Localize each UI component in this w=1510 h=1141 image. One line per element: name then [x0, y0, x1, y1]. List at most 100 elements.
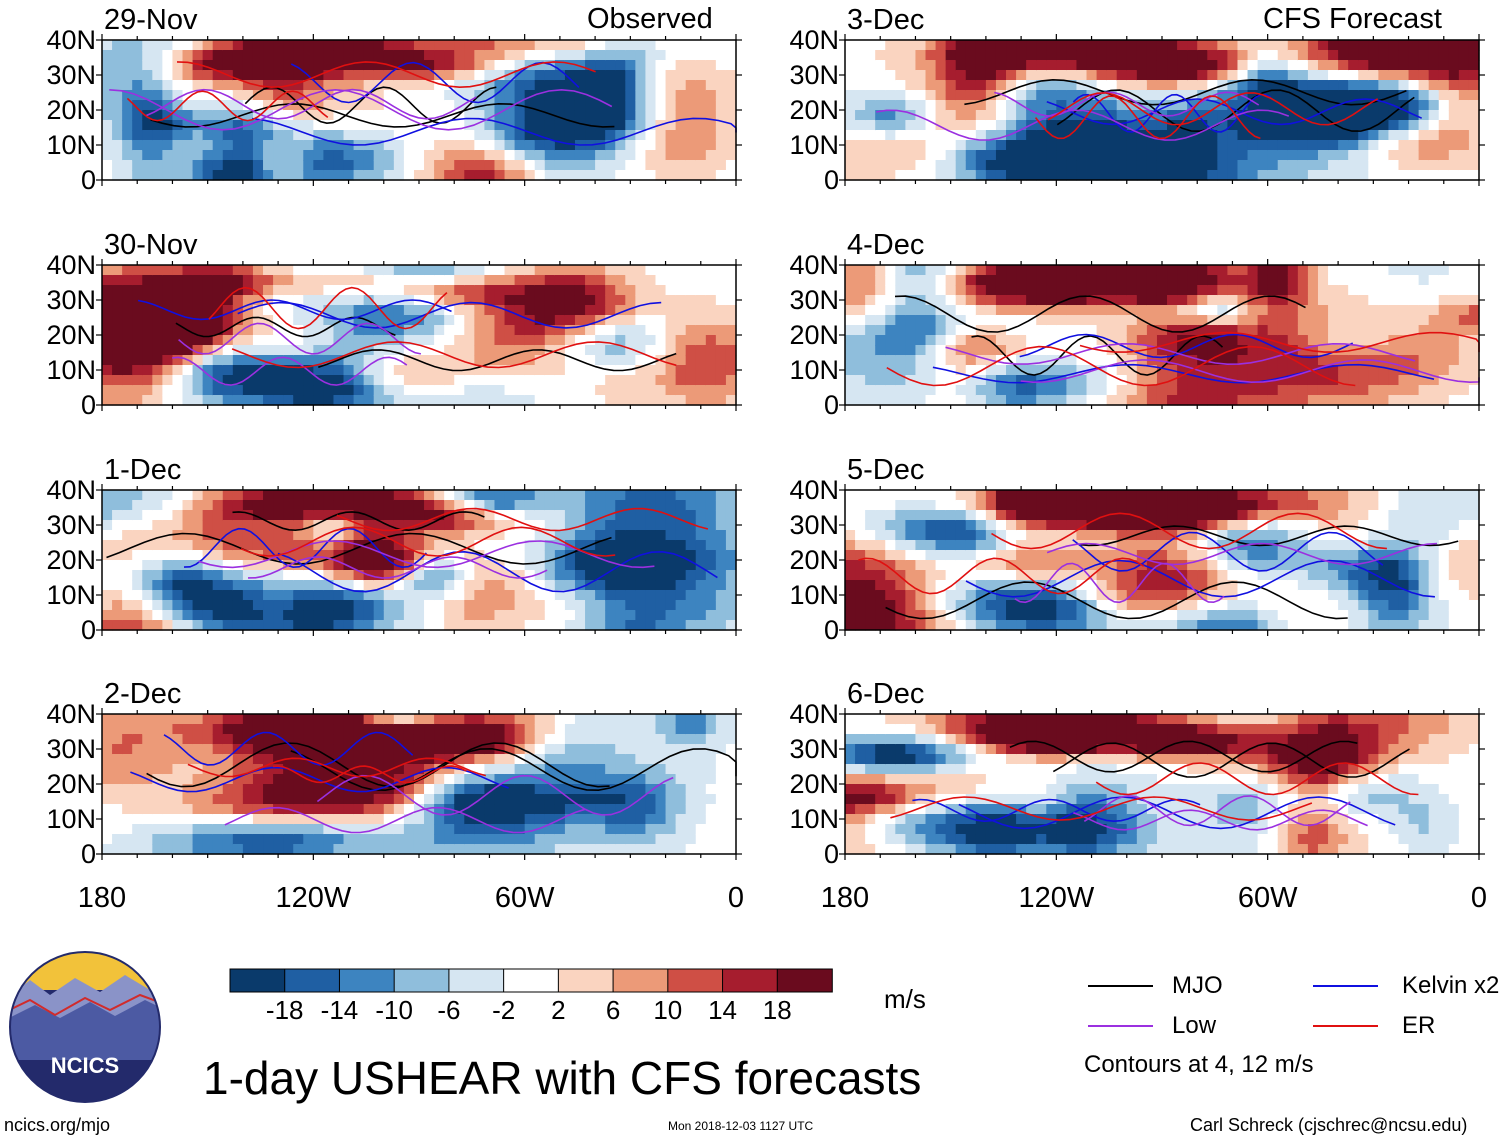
shear-cell [1448, 170, 1460, 181]
shear-cell [313, 150, 324, 161]
shear-cell [434, 580, 445, 591]
shear-cell [1378, 160, 1390, 171]
shear-cell [615, 490, 626, 501]
shear-cell [1287, 150, 1299, 161]
shear-cell [434, 744, 445, 755]
shear-cell [212, 385, 224, 396]
shear-cell [564, 150, 576, 161]
shear-cell [985, 335, 997, 346]
shear-cell [625, 714, 636, 725]
shear-cell [283, 724, 294, 735]
shear-cell [252, 600, 264, 611]
shear-cell [1056, 60, 1067, 71]
shear-cell [855, 335, 866, 346]
shear-cell [424, 90, 435, 101]
shear-cell [313, 834, 324, 845]
shear-cell [655, 520, 667, 531]
shear-cell [975, 285, 987, 296]
shear-cell [102, 70, 113, 81]
shear-cell [855, 265, 866, 276]
shear-cell [293, 90, 304, 101]
shear-cell [685, 794, 697, 805]
shear-cell [675, 490, 687, 501]
shear-cell [222, 580, 234, 591]
shear-cell [273, 724, 284, 735]
shear-cell [544, 804, 556, 815]
shear-cell [403, 275, 415, 286]
shear-cell [504, 365, 516, 376]
shear-cell [1267, 60, 1279, 71]
shear-cell [1368, 80, 1379, 91]
shear-cell [192, 580, 204, 591]
shear-cell [283, 325, 294, 336]
shear-cell [885, 170, 896, 181]
shear-cell [222, 80, 234, 91]
shear-cell [925, 150, 937, 161]
shear-cell [112, 50, 123, 61]
shear-cell [585, 620, 596, 631]
shear-cell [353, 275, 365, 286]
shear-cell [444, 355, 455, 366]
shear-cell [595, 335, 606, 346]
shear-cell [333, 130, 345, 141]
shear-cell [142, 345, 153, 356]
shear-cell [1398, 170, 1410, 181]
shear-cell [102, 50, 113, 61]
shear-cell [1026, 70, 1037, 81]
shear-cell [1046, 365, 1057, 376]
shear-cell [474, 540, 486, 551]
shear-cell [454, 295, 465, 306]
shear-cell [1338, 70, 1349, 81]
shear-cell [1207, 50, 1218, 61]
shear-cell [162, 80, 174, 91]
shear-cell [142, 315, 153, 326]
shear-cell [434, 100, 445, 111]
shear-cell [564, 395, 576, 406]
shear-cell [685, 714, 697, 725]
shear-cell [373, 540, 385, 551]
shear-cell [665, 600, 677, 611]
shear-cell [363, 355, 375, 366]
shear-cell [625, 150, 636, 161]
shear-cell [655, 714, 667, 725]
shear-cell [655, 90, 667, 101]
shear-cell [725, 120, 737, 131]
shear-cell [715, 834, 727, 845]
shear-cell [595, 744, 606, 755]
shear-cell [635, 610, 647, 621]
shear-cell [605, 345, 616, 356]
shear-cell [484, 550, 496, 561]
shear-cell [1076, 170, 1088, 181]
shear-cell [1398, 130, 1410, 141]
shear-cell [333, 395, 345, 406]
shear-cell [615, 345, 626, 356]
shear-cell [1297, 170, 1309, 181]
shear-cell [313, 325, 324, 336]
shear-cell [464, 265, 475, 276]
shear-cell [585, 130, 596, 141]
shear-cell [915, 70, 927, 81]
shear-cell [192, 335, 204, 346]
shear-cell [283, 375, 294, 386]
shear-cell [383, 100, 395, 111]
shear-cell [172, 520, 184, 531]
shear-cell [202, 130, 214, 141]
shear-cell [293, 365, 304, 376]
shear-cell [605, 754, 616, 765]
shear-cell [283, 590, 294, 601]
shear-cell [343, 734, 355, 745]
shear-cell [444, 540, 455, 551]
shear-cell [273, 170, 284, 181]
shear-cell [544, 275, 556, 286]
shear-cell [1398, 90, 1410, 101]
shear-cell [845, 140, 856, 151]
shear-cell [112, 60, 123, 71]
shear-cell [514, 395, 526, 406]
shear-cell [343, 315, 355, 326]
shear-cell [363, 375, 375, 386]
shear-cell [645, 90, 657, 101]
shear-cell [574, 385, 586, 396]
shear-cell [865, 100, 876, 111]
shear-cell [212, 834, 224, 845]
shear-cell [1468, 140, 1480, 151]
